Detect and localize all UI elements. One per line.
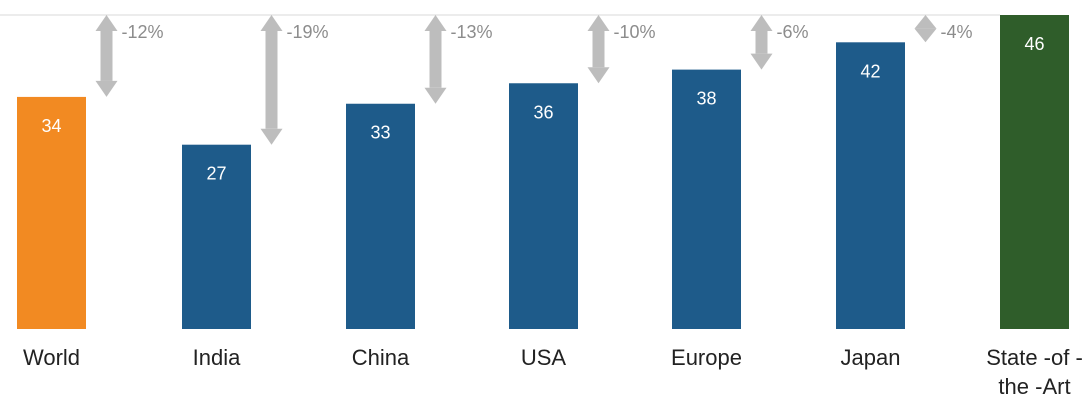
category-label-usa-line-1: USA	[521, 345, 567, 370]
value-label-world: 34	[41, 116, 61, 136]
value-label-india: 27	[206, 164, 226, 184]
value-label-china: 33	[370, 123, 390, 143]
gap-label-china: -13%	[451, 22, 493, 42]
gap-label-japan: -4%	[941, 22, 973, 42]
gap-label-usa: -10%	[614, 22, 656, 42]
gap-arrow-head-up	[750, 15, 773, 31]
gap-arrow-head-up	[95, 15, 118, 31]
value-label-usa: 36	[533, 102, 553, 122]
gap-arrow-head-up	[424, 15, 447, 31]
category-label-state-of-the-art-line-2: the -Art	[998, 374, 1070, 399]
gap-arrow-shaft	[100, 31, 113, 81]
category-label-world-line-1: World	[23, 345, 80, 370]
category-label-china-line-1: China	[352, 345, 410, 370]
gap-arrow-shaft	[265, 31, 278, 129]
gap-arrow-head-down	[260, 128, 283, 145]
bar-india	[182, 144, 251, 329]
bar-europe	[672, 69, 741, 329]
bar-japan	[836, 42, 905, 329]
category-label-state-of-the-art-line-1: State -of -	[986, 345, 1083, 370]
category-label-europe-line-1: Europe	[671, 345, 742, 370]
gap-arrow-usa	[587, 15, 610, 84]
bar-china	[346, 103, 415, 329]
gap-label-world: -12%	[122, 22, 164, 42]
gap-arrow-head-up	[260, 15, 283, 31]
bar-state-of-the-art	[1000, 15, 1069, 329]
value-label-japan: 42	[860, 61, 880, 81]
gap-arrow-india	[260, 15, 283, 145]
gap-arrow-japan	[914, 15, 937, 43]
value-label-europe: 38	[696, 89, 716, 109]
gap-arrow-shaft	[592, 31, 605, 68]
gap-arrow-shaft	[755, 31, 768, 54]
gap-label-europe: -6%	[777, 22, 809, 42]
gap-arrow-head-up	[587, 15, 610, 31]
gap-arrow-shaft	[429, 31, 442, 88]
gap-arrow-head-down	[424, 87, 447, 104]
gap-label-india: -19%	[287, 22, 329, 42]
gap-arrow-europe	[750, 15, 773, 70]
category-label-japan-line-1: Japan	[841, 345, 901, 370]
gap-arrow-china	[424, 15, 447, 104]
gap-arrow-head-down	[914, 28, 937, 43]
value-label-state-of-the-art: 46	[1024, 34, 1044, 54]
bar-world	[17, 96, 86, 329]
category-label-india-line-1: India	[193, 345, 241, 370]
gap-arrow-head-up	[914, 15, 937, 29]
gap-arrow-head-down	[587, 67, 610, 84]
gap-arrow-world	[95, 15, 118, 97]
gap-arrow-head-down	[750, 53, 773, 70]
gap-arrow-head-down	[95, 80, 118, 97]
bar-usa	[509, 83, 578, 330]
